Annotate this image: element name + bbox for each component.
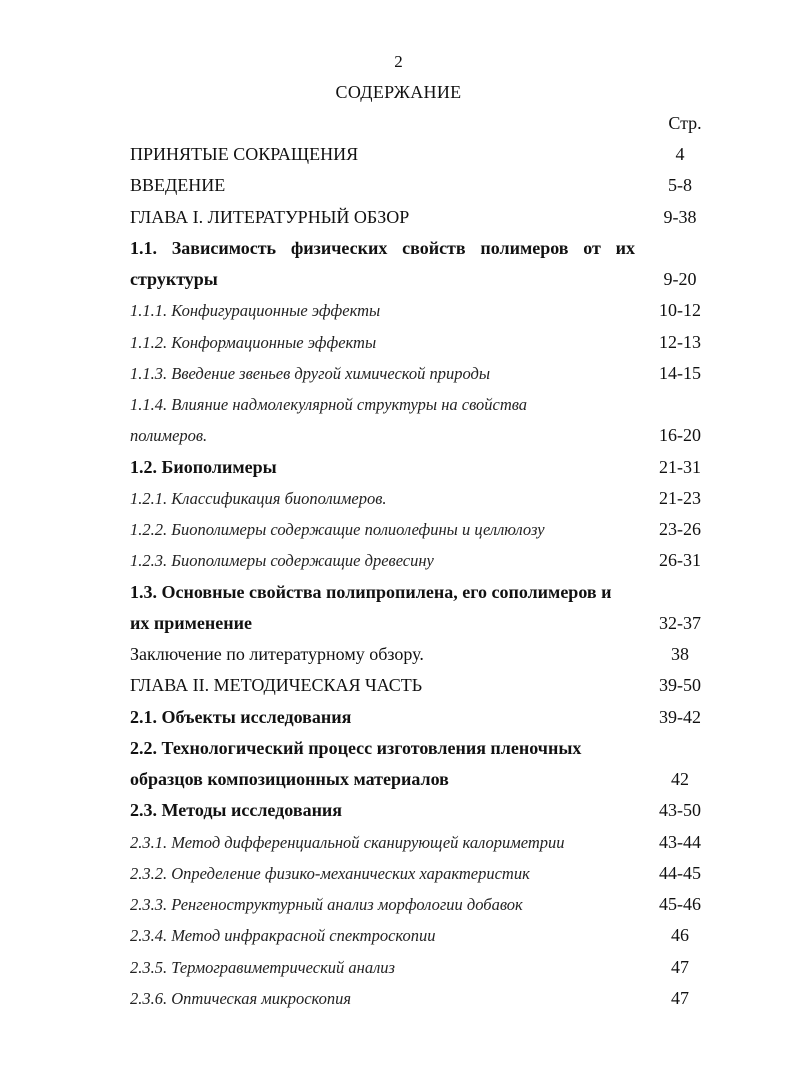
toc-entry: образцов композиционных материалов 42 xyxy=(130,764,720,795)
toc-entry: 2.3.5. Термогравиметрический анализ 47 xyxy=(130,952,720,983)
toc-entry: 2.3. Методы исследования 43-50 xyxy=(130,795,720,826)
toc-entry-title: 1.3. Основные свойства полипропилена, ег… xyxy=(130,581,612,602)
toc-entry-page: 43-50 xyxy=(659,800,701,821)
toc-entry-page: 32-37 xyxy=(659,612,701,633)
toc-entry-page: 9-20 xyxy=(663,269,697,289)
toc-entry-page: 47 xyxy=(671,987,689,1008)
toc-entry-page: 16-20 xyxy=(659,425,701,446)
toc-entry-page: 21-31 xyxy=(659,456,701,477)
toc-entry: 2.3.4. Метод инфракрасной спектроскопии 4… xyxy=(130,920,720,951)
toc-entry-title: 1.2. Биополимеры xyxy=(130,456,277,477)
toc-entry-page: 47 xyxy=(671,956,689,977)
toc-entry: 2.3.1. Метод дифференциальной сканирующе… xyxy=(130,827,720,858)
toc-entry-title: структуры xyxy=(130,269,218,289)
toc-entry-page: 26-31 xyxy=(659,550,701,571)
page-title: СОДЕРЖАНИЕ xyxy=(335,82,462,102)
toc-entry: 1.2.1. Классификация биополимеров. 21-23 xyxy=(130,483,720,514)
toc-entry: ПРИНЯТЫЕ СОКРАЩЕНИЯ 4 xyxy=(130,139,720,170)
toc-entry-page: 43-44 xyxy=(659,831,701,852)
toc-entry: ГЛАВА II. МЕТОДИЧЕСКАЯ ЧАСТЬ 39-50 xyxy=(130,670,720,701)
toc-entry-title: 1.1. Зависимость физических свойств поли… xyxy=(130,237,635,258)
page-column-header: Стр. xyxy=(668,113,702,133)
toc-entry-title: 2.1. Объекты исследования xyxy=(130,706,352,727)
toc-entry: 1.2. Биополимеры 21-31 xyxy=(130,452,720,483)
toc-entry-title: 2.3.1. Метод дифференциальной сканирующе… xyxy=(130,832,565,852)
toc-entry-title: ВВЕДЕНИЕ xyxy=(130,175,226,196)
toc-entry-title: 1.1.4. Влияние надмолекулярной структуры… xyxy=(130,395,528,414)
toc-entry-page: 14-15 xyxy=(659,362,701,383)
toc-entry-page: 9-38 xyxy=(663,206,697,227)
toc-entry: 2.2. Технологический процесс изготовлени… xyxy=(130,733,720,764)
toc-entry-page: 23-26 xyxy=(659,519,701,539)
toc-entry-title: ПРИНЯТЫЕ СОКРАЩЕНИЯ xyxy=(130,144,359,164)
toc-entry-page xyxy=(640,389,720,420)
toc-entry-page xyxy=(640,577,720,608)
toc-entry-title: полимеров. xyxy=(130,426,208,446)
toc-entry-page: 46 xyxy=(671,925,689,946)
toc-entry-title: 2.3.5. Термогравиметрический анализ xyxy=(130,957,395,977)
toc-entry-page: 10-12 xyxy=(659,300,701,321)
toc-entry: 1.3. Основные свойства полипропилена, ег… xyxy=(130,577,720,608)
toc-entry-page xyxy=(640,733,720,764)
toc-entry-page: 42 xyxy=(671,769,689,789)
toc-entry-title: Заключение по литературному обзору. xyxy=(130,644,424,664)
toc-entry: 1.2.2. Биополимеры содержащие полиолефин… xyxy=(130,514,720,545)
toc-entry-title: 1.1.1. Конфигурационные эффекты xyxy=(130,301,381,321)
toc-entry: 2.3.2. Определение физико-механических х… xyxy=(130,858,720,889)
toc-entry: структуры 9-20 xyxy=(130,264,720,295)
toc-entry: 1.2.3. Биополимеры содержащие древесину 2… xyxy=(130,545,720,576)
toc-entry-page: 21-23 xyxy=(659,487,701,508)
toc-entry-page: 39-50 xyxy=(659,675,701,696)
toc-entry-page: 4 xyxy=(675,144,685,164)
toc-entry-title: 2.3.6. Оптическая микроскопия xyxy=(130,988,352,1008)
toc-entry-page xyxy=(640,233,720,264)
page-number: 2 xyxy=(394,52,403,71)
toc-entry-title: 1.1.2. Конформационные эффекты xyxy=(130,332,377,352)
toc-entry-page: 38 xyxy=(671,644,689,664)
toc-entry-title: ГЛАВА I. ЛИТЕРАТУРНЫЙ ОБЗОР xyxy=(130,206,410,227)
toc-entry: 1.1.1. Конфигурационные эффекты 10-12 xyxy=(130,295,720,326)
toc-entry-title: 1.2.3. Биополимеры содержащие древесину xyxy=(130,551,434,571)
toc-entry-title: 2.3.2. Определение физико-механических х… xyxy=(130,863,530,883)
toc-entry-page: 12-13 xyxy=(659,331,701,352)
toc-entry: ГЛАВА I. ЛИТЕРАТУРНЫЙ ОБЗОР 9-38 xyxy=(130,202,720,233)
toc-entry: 1.1.2. Конформационные эффекты 12-13 xyxy=(130,327,720,358)
toc-entry: 1.1.3. Введение звеньев другой химическо… xyxy=(130,358,720,389)
toc-entry-page: 44-45 xyxy=(659,862,701,883)
toc-entry: 2.3.6. Оптическая микроскопия 47 xyxy=(130,983,720,1014)
toc-entry-title: 2.2. Технологический процесс изготовлени… xyxy=(130,737,582,758)
toc-entry-title: 2.3. Методы исследования xyxy=(130,800,343,821)
toc-entry: 2.3.3. Ренгеноструктурный анализ морфоло… xyxy=(130,889,720,920)
toc-entry-title: 1.2.1. Классификация биополимеров. xyxy=(130,488,387,508)
toc-entry: полимеров. 16-20 xyxy=(130,420,720,451)
toc-entry-page: 39-42 xyxy=(659,706,701,727)
toc-entry-title: 1.1.3. Введение звеньев другой химическо… xyxy=(130,363,491,383)
toc-entry-title: 2.3.3. Ренгеноструктурный анализ морфоло… xyxy=(130,895,523,914)
toc-entry: ВВЕДЕНИЕ 5-8 xyxy=(130,170,720,201)
toc-entry-title: 2.3.4. Метод инфракрасной спектроскопии xyxy=(130,926,436,946)
toc-entry-page: 5-8 xyxy=(668,175,692,196)
toc-entry: 1.1.4. Влияние надмолекулярной структуры… xyxy=(130,389,720,420)
toc-entry: 2.1. Объекты исследования 39-42 xyxy=(130,702,720,733)
toc-entry: 1.1. Зависимость физических свойств поли… xyxy=(130,233,720,264)
toc-entry: Заключение по литературному обзору. 38 xyxy=(130,639,720,670)
toc-entry-title: 1.2.2. Биополимеры содержащие полиолефин… xyxy=(130,520,545,539)
toc-entry-title: образцов композиционных материалов xyxy=(130,769,449,789)
table-of-contents: ПРИНЯТЫЕ СОКРАЩЕНИЯ 4 ВВЕДЕНИЕ 5-8 ГЛАВА I. … xyxy=(130,139,720,1014)
toc-entry: их применение 32-37 xyxy=(130,608,720,639)
toc-entry-page: 45-46 xyxy=(659,894,701,914)
toc-entry-title: ГЛАВА II. МЕТОДИЧЕСКАЯ ЧАСТЬ xyxy=(130,675,423,696)
toc-entry-title: их применение xyxy=(130,612,252,633)
